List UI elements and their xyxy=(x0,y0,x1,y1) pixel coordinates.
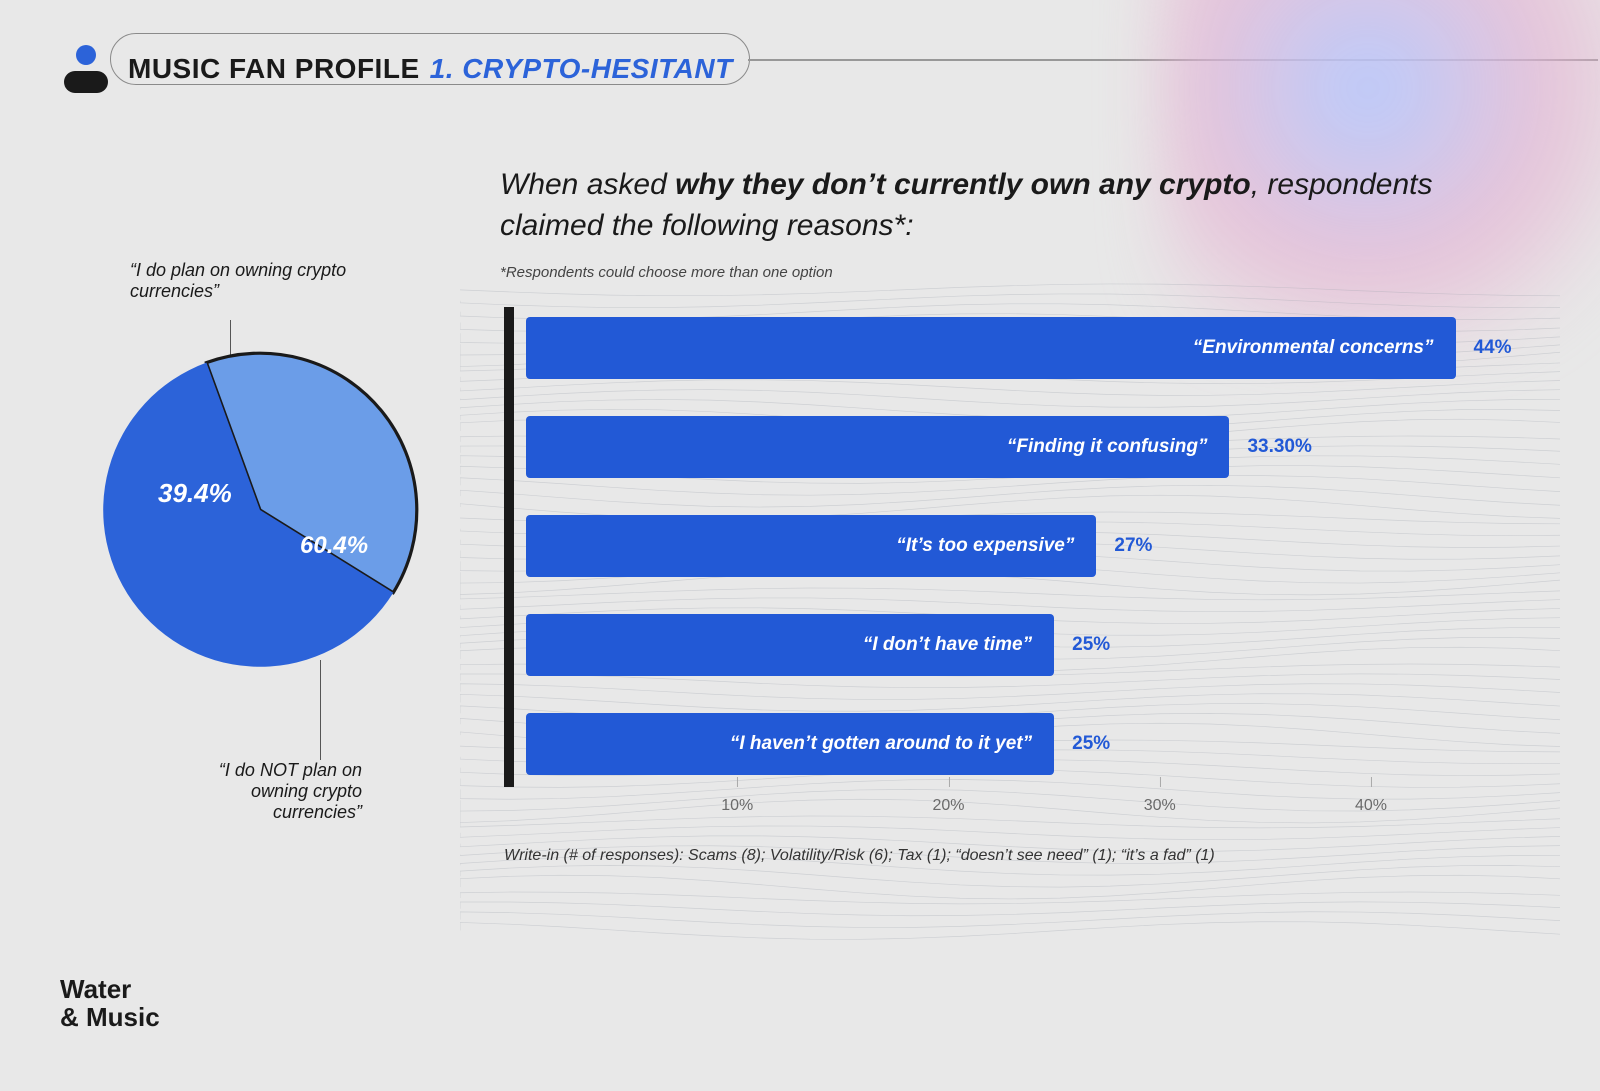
bar-value: 27% xyxy=(1114,515,1152,577)
question-pre: When asked xyxy=(500,168,675,201)
bar-label: “I haven’t gotten around to it yet” xyxy=(730,733,1032,755)
survey-question: When asked why they don’t currently own … xyxy=(500,165,1540,246)
pie-caption-not-plan: “I do NOT plan on owning crypto currenci… xyxy=(162,760,362,823)
page-header: MUSIC FAN PROFILE 1. CRYPTO-HESITANT xyxy=(62,45,733,93)
bar-row: “Environmental concerns” 44% xyxy=(526,317,1540,379)
bar-label: “It’s too expensive” xyxy=(896,535,1074,557)
bar-row: “I don’t have time” 25% xyxy=(526,614,1540,676)
x-tick: 10% xyxy=(721,797,753,815)
bar: “It’s too expensive” xyxy=(526,515,1096,577)
bar-label: “I don’t have time” xyxy=(863,634,1032,656)
bar-row: “It’s too expensive” 27% xyxy=(526,515,1540,577)
title-profile: 1. CRYPTO-HESITANT xyxy=(430,53,733,85)
pie-slice-label-light: 39.4% xyxy=(158,478,232,509)
bar-row: “Finding it confusing” 33.30% xyxy=(526,416,1540,478)
pie-chart xyxy=(100,350,420,670)
x-tick: 30% xyxy=(1144,797,1176,815)
question-footnote: *Respondents could choose more than one … xyxy=(500,264,1540,281)
write-in-footnote: Write-in (# of responses): Scams (8); Vo… xyxy=(504,847,1540,865)
bar-chart-x-ticks: 10% 20% 30% 40% xyxy=(526,797,1540,821)
bar-value: 25% xyxy=(1072,614,1110,676)
bar: “Environmental concerns” xyxy=(526,317,1456,379)
bar-value: 33.30% xyxy=(1247,416,1311,478)
pie-caption-plan: “I do plan on owning crypto currencies” xyxy=(130,260,350,302)
bar-chart-section: When asked why they don’t currently own … xyxy=(500,165,1540,865)
question-bold: why they don’t currently own any crypto xyxy=(675,168,1251,201)
bar-chart-bars: “Environmental concerns” 44% “Finding it c… xyxy=(526,311,1540,787)
x-tick: 20% xyxy=(932,797,964,815)
pie-callout-line-bottom xyxy=(320,660,321,760)
bar-value: 44% xyxy=(1473,317,1511,379)
bar-chart-y-axis xyxy=(504,307,514,787)
pie-slice-label-dark: 60.4% xyxy=(300,532,368,560)
bar: “I haven’t gotten around to it yet” xyxy=(526,713,1054,775)
bar-chart: “Environmental concerns” 44% “Finding it c… xyxy=(504,307,1540,837)
bar-row: “I haven’t gotten around to it yet” 25% xyxy=(526,713,1540,775)
bar: “Finding it confusing” xyxy=(526,416,1229,478)
bar-value: 25% xyxy=(1072,713,1110,775)
brand-logo-line2: & Music xyxy=(60,1004,160,1031)
title-prefix: MUSIC FAN PROFILE xyxy=(128,53,420,85)
brand-logo: Water & Music xyxy=(60,976,160,1031)
bar: “I don’t have time” xyxy=(526,614,1054,676)
bar-label: “Environmental concerns” xyxy=(1193,337,1434,359)
person-icon xyxy=(62,45,110,93)
bar-label: “Finding it confusing” xyxy=(1007,436,1208,458)
page-title: MUSIC FAN PROFILE 1. CRYPTO-HESITANT xyxy=(128,53,733,85)
brand-logo-line1: Water xyxy=(60,976,160,1003)
x-tick: 40% xyxy=(1355,797,1387,815)
